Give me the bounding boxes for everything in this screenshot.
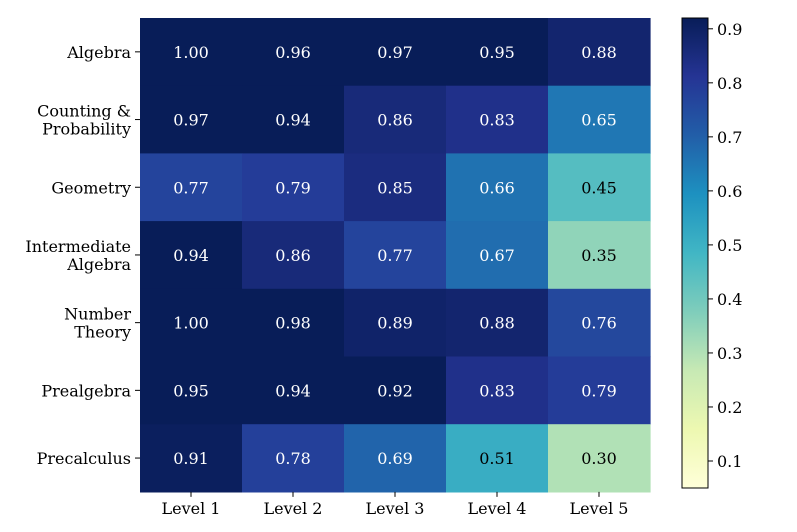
heatmap-cell bbox=[140, 85, 243, 154]
cell-value-label: 0.83 bbox=[479, 111, 515, 130]
heatmap-cell bbox=[242, 424, 345, 493]
colorbar-tick-label: 0.9 bbox=[717, 20, 742, 39]
heatmap-cell bbox=[242, 288, 345, 358]
heatmap-cell bbox=[140, 221, 243, 290]
cell-value-label: 0.76 bbox=[581, 314, 617, 333]
colorbar-tick-label: 0.3 bbox=[717, 344, 742, 363]
cell-value-label: 0.92 bbox=[377, 381, 413, 400]
heatmap-cell bbox=[548, 288, 651, 358]
cell-value-label: 1.00 bbox=[173, 314, 209, 333]
heatmap-cell bbox=[344, 18, 447, 87]
cell-value-label: 0.45 bbox=[581, 178, 617, 197]
cell-value-label: 0.65 bbox=[581, 111, 617, 130]
x-tick-label: Level 1 bbox=[162, 499, 221, 518]
heatmap-cell bbox=[344, 424, 447, 493]
cell-value-label: 0.91 bbox=[173, 449, 209, 468]
cell-value-label: 0.96 bbox=[275, 43, 311, 62]
cell-value-label: 0.95 bbox=[173, 381, 209, 400]
x-tick-label: Level 3 bbox=[366, 499, 425, 518]
heatmap-cell bbox=[446, 288, 549, 358]
colorbar-tick-label: 0.4 bbox=[717, 290, 742, 309]
heatmap-cell bbox=[548, 356, 651, 425]
colorbar-tick-label: 0.2 bbox=[717, 398, 742, 417]
heatmap-cell bbox=[344, 356, 447, 425]
cell-value-label: 0.94 bbox=[173, 246, 209, 265]
heatmap-cell bbox=[344, 288, 447, 358]
cell-value-label: 1.00 bbox=[173, 43, 209, 62]
cell-value-label: 0.69 bbox=[377, 449, 413, 468]
cell-value-label: 0.88 bbox=[479, 314, 515, 333]
cell-value-label: 0.97 bbox=[377, 43, 413, 62]
heatmap-cell bbox=[548, 18, 651, 87]
heatmap-cell bbox=[140, 18, 243, 87]
cell-value-label: 0.88 bbox=[581, 43, 617, 62]
colorbar bbox=[681, 17, 709, 489]
x-tick-label: Level 2 bbox=[264, 499, 323, 518]
cell-value-label: 0.77 bbox=[377, 246, 413, 265]
cell-value-label: 0.83 bbox=[479, 381, 515, 400]
y-tick-label: Prealgebra bbox=[41, 381, 131, 400]
heatmap-cell bbox=[140, 356, 243, 425]
heatmap-cell bbox=[548, 424, 651, 493]
y-tick-label: Precalculus bbox=[37, 449, 131, 468]
colorbar-tick-label: 0.8 bbox=[717, 74, 742, 93]
y-tick-label: Geometry bbox=[51, 178, 131, 197]
x-tick-label: Level 4 bbox=[468, 499, 527, 518]
cell-value-label: 0.35 bbox=[581, 246, 617, 265]
heatmap-cell bbox=[548, 85, 651, 154]
heatmap-cell bbox=[344, 153, 447, 222]
cell-value-label: 0.97 bbox=[173, 111, 209, 130]
heatmap-cell bbox=[548, 153, 651, 222]
heatmap-cell bbox=[446, 85, 549, 154]
heatmap-cell bbox=[344, 85, 447, 154]
colorbar-tick-label: 0.6 bbox=[717, 182, 742, 201]
cell-value-label: 0.79 bbox=[581, 381, 617, 400]
cell-value-label: 0.51 bbox=[479, 449, 515, 468]
heatmap-cell bbox=[446, 356, 549, 425]
cell-value-label: 0.98 bbox=[275, 314, 311, 333]
cell-value-label: 0.67 bbox=[479, 246, 515, 265]
y-tick-label: Intermediate Algebra bbox=[25, 237, 131, 274]
y-tick-label: Counting & Probability bbox=[37, 102, 131, 139]
cell-value-label: 0.78 bbox=[275, 449, 311, 468]
heatmap-cell bbox=[140, 288, 243, 358]
cell-value-label: 0.94 bbox=[275, 111, 311, 130]
heatmap-cell bbox=[446, 153, 549, 222]
cell-value-label: 0.79 bbox=[275, 178, 311, 197]
heatmap-cell bbox=[242, 85, 345, 154]
cell-value-label: 0.86 bbox=[377, 111, 413, 130]
cell-value-label: 0.77 bbox=[173, 178, 209, 197]
heatmap-cell bbox=[548, 221, 651, 290]
heatmap-cell bbox=[242, 356, 345, 425]
y-tick-label: Algebra bbox=[66, 43, 131, 62]
heatmap-cell bbox=[242, 153, 345, 222]
colorbar-tick-label: 0.5 bbox=[717, 236, 742, 255]
heatmap-cell bbox=[140, 424, 243, 493]
heatmap-cell bbox=[344, 221, 447, 290]
heatmap-cell bbox=[242, 221, 345, 290]
cell-value-label: 0.86 bbox=[275, 246, 311, 265]
cell-value-label: 0.85 bbox=[377, 178, 413, 197]
cell-value-label: 0.66 bbox=[479, 178, 515, 197]
cell-value-label: 0.95 bbox=[479, 43, 515, 62]
y-tick-label: Number Theory bbox=[64, 305, 131, 342]
heatmap-cell bbox=[242, 18, 345, 87]
heatmap-cell bbox=[446, 424, 549, 493]
heatmap-cell bbox=[140, 153, 243, 222]
colorbar-tick-label: 0.1 bbox=[717, 452, 742, 471]
heatmap-cell bbox=[446, 221, 549, 290]
colorbar-tick-label: 0.7 bbox=[717, 128, 742, 147]
x-tick-label: Level 5 bbox=[570, 499, 629, 518]
heatmap-cell bbox=[446, 18, 549, 87]
cell-value-label: 0.89 bbox=[377, 314, 413, 333]
cell-value-label: 0.30 bbox=[581, 449, 617, 468]
cell-value-label: 0.94 bbox=[275, 381, 311, 400]
